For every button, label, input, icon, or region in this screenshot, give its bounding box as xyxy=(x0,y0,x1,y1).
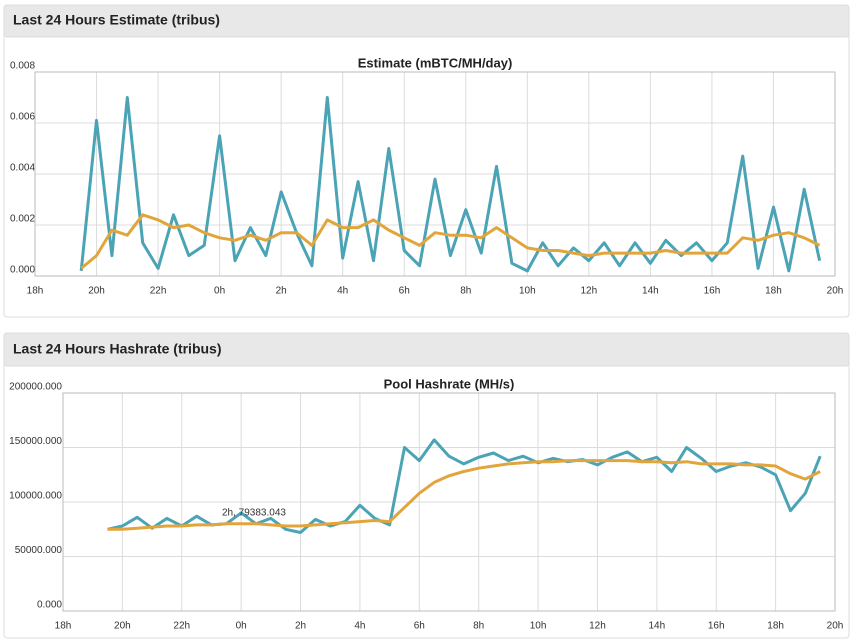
plot-border xyxy=(62,392,836,612)
annotation: 2h, 79383.043 xyxy=(222,508,286,519)
x-tick-label: 18h xyxy=(765,286,782,297)
x-tick-label: 10h xyxy=(530,621,547,632)
x-tick-label: 16h xyxy=(708,621,725,632)
panel-title: Last 24 Hours Hashrate (tribus) xyxy=(13,341,222,357)
series-line xyxy=(79,96,822,273)
x-tick-label: 8h xyxy=(473,621,484,632)
x-tick-label: 14h xyxy=(649,621,666,632)
x-tick-label: 0h xyxy=(214,286,225,297)
y-tick-label: 0.004 xyxy=(10,163,35,174)
y-tick-label: 0.008 xyxy=(10,61,35,72)
x-tick-label: 6h xyxy=(399,286,410,297)
y-tick-label: 100000.000 xyxy=(9,491,62,502)
y-tick-label: 0.006 xyxy=(10,112,35,123)
x-tick-label: 6h xyxy=(414,621,425,632)
x-tick-label: 0h xyxy=(236,621,247,632)
series-line xyxy=(107,459,821,531)
x-tick-label: 4h xyxy=(354,621,365,632)
y-tick-label: 0.000 xyxy=(10,265,35,276)
panel xyxy=(3,4,850,318)
y-tick-label: 50000.000 xyxy=(15,545,63,556)
x-tick-label: 4h xyxy=(337,286,348,297)
y-tick-label: 150000.000 xyxy=(9,436,62,447)
y-tick-label: 0.002 xyxy=(10,214,35,225)
panel-header xyxy=(3,4,850,38)
x-tick-label: 18h xyxy=(27,286,44,297)
x-tick-label: 20h xyxy=(114,621,131,632)
x-tick-label: 22h xyxy=(173,621,190,632)
x-tick-label: 2h xyxy=(295,621,306,632)
x-tick-label: 22h xyxy=(150,286,167,297)
x-tick-label: 8h xyxy=(460,286,471,297)
x-tick-label: 20h xyxy=(827,286,844,297)
series-line xyxy=(80,213,821,270)
y-tick-label: 200000.000 xyxy=(9,382,62,393)
chart-title: Pool Hashrate (MH/s) xyxy=(384,376,515,391)
x-tick-label: 12h xyxy=(581,286,598,297)
x-tick-label: 10h xyxy=(519,286,536,297)
x-tick-label: 14h xyxy=(642,286,659,297)
chart-title: Estimate (mBTC/MH/day) xyxy=(358,55,513,70)
panel-header xyxy=(3,332,850,367)
x-tick-label: 18h xyxy=(767,621,784,632)
panel-title: Last 24 Hours Estimate (tribus) xyxy=(13,12,220,28)
x-tick-label: 20h xyxy=(88,286,105,297)
x-tick-label: 2h xyxy=(276,286,287,297)
x-tick-label: 18h xyxy=(55,621,72,632)
y-tick-label: 0.000 xyxy=(37,600,62,611)
x-tick-label: 12h xyxy=(589,621,606,632)
x-tick-label: 16h xyxy=(704,286,721,297)
x-tick-label: 20h xyxy=(827,621,844,632)
plot-border xyxy=(34,71,836,277)
